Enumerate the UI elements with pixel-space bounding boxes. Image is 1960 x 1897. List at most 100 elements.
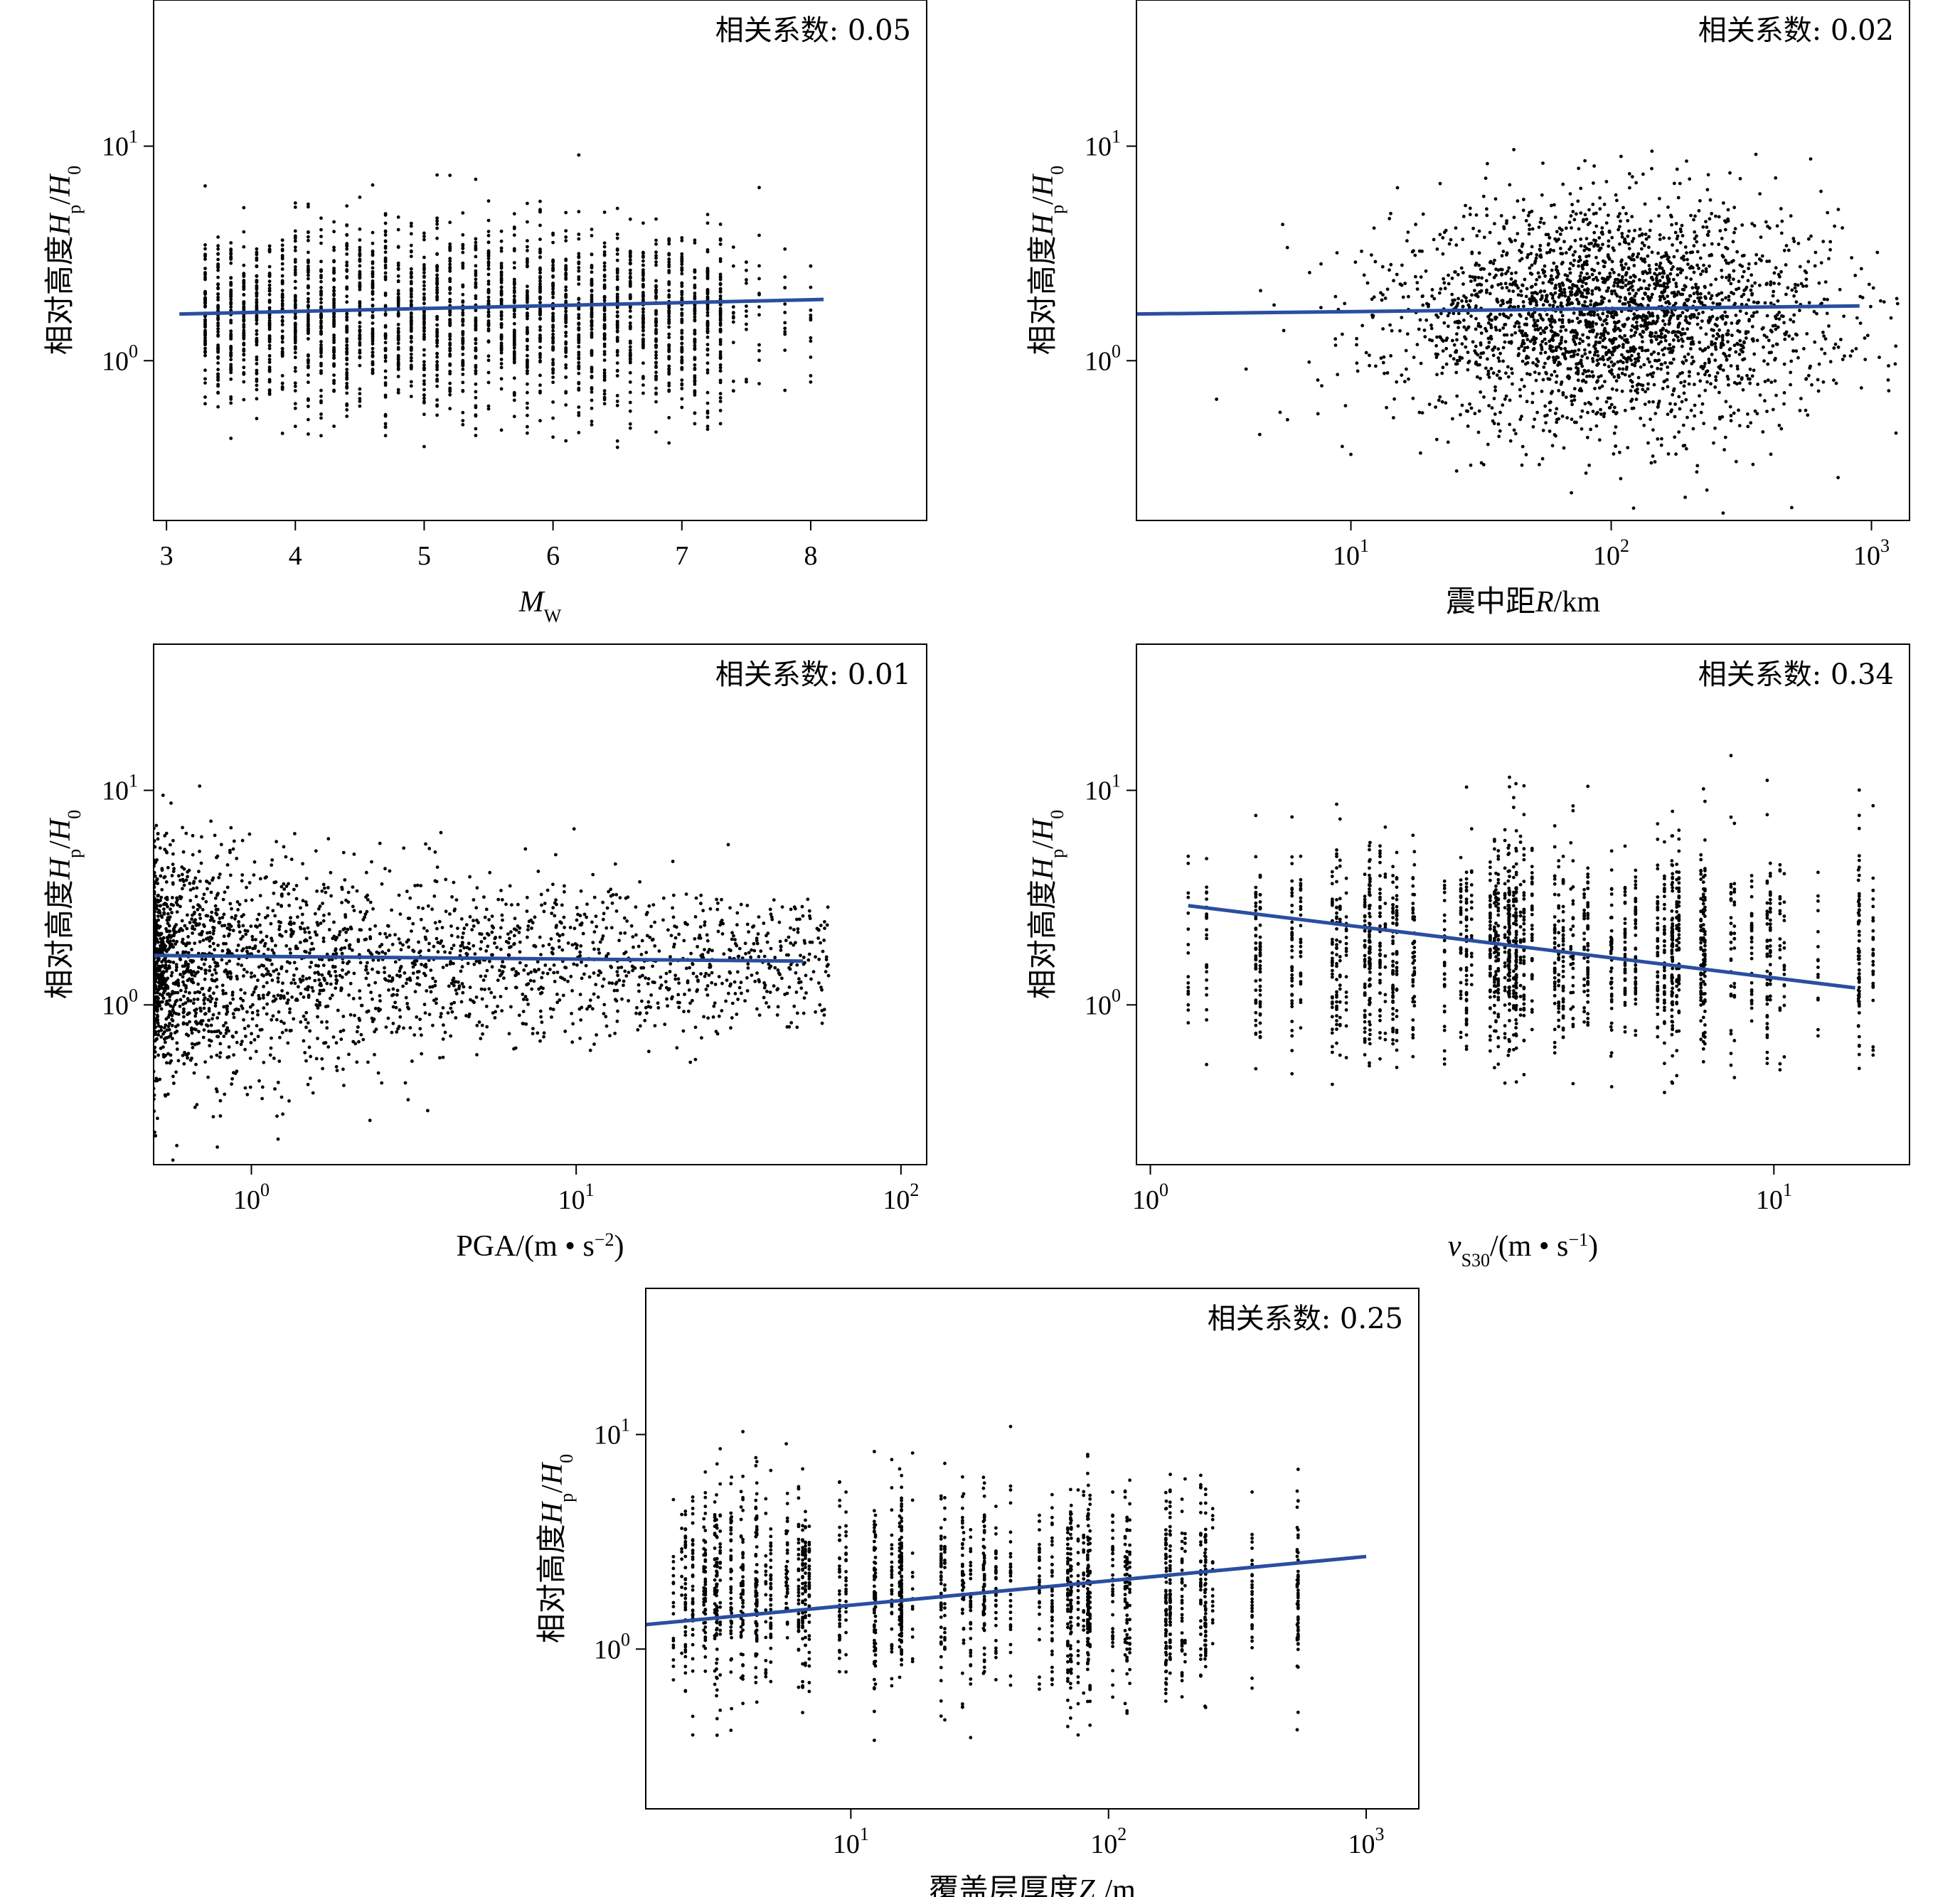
data-point [1581,304,1584,307]
data-point [654,344,658,348]
data-point [551,346,555,351]
data-point [641,337,645,341]
data-point [718,282,723,287]
data-point [1595,278,1599,282]
data-point [242,300,246,304]
data-point [293,402,297,406]
data-point [1701,366,1705,370]
data-point [1704,220,1708,224]
data-point [383,333,388,337]
data-point [705,427,710,432]
data-point [641,294,645,298]
data-point [1595,332,1599,336]
data-point [1698,394,1701,398]
data-point [1699,410,1703,415]
data-point [435,317,439,321]
data-point [1609,351,1613,354]
data-point [718,400,723,403]
data-point [1505,333,1509,337]
data-point [422,412,426,417]
data-point [1436,353,1440,356]
data-point [1715,332,1720,336]
data-point [1663,338,1668,343]
data-point [667,343,671,348]
data-point [1681,332,1685,336]
data-point [1799,397,1803,400]
data-point [345,408,349,412]
data-point [512,312,516,316]
data-point [1704,332,1708,336]
data-point [435,173,439,177]
data-point [1557,389,1561,392]
data-point [1676,338,1681,343]
data-point [1650,365,1653,368]
data-point [1740,274,1745,279]
data-point [1787,334,1791,338]
data-point [358,343,362,347]
data-point [1573,328,1577,333]
data-point [1486,442,1490,447]
data-point [1626,349,1629,353]
data-point [1587,275,1592,279]
data-point [1632,264,1636,267]
data-point [1709,382,1713,386]
data-point [1449,354,1452,358]
data-point [1617,273,1621,277]
data-point [1750,374,1754,378]
data-point [1598,207,1602,211]
data-point [1552,319,1557,323]
data-point [1390,328,1394,333]
data-point [474,269,478,273]
data-point [1486,315,1490,319]
data-point [1591,320,1595,324]
data-point [1746,412,1749,416]
data-point [1612,320,1617,324]
data-point [551,324,555,328]
data-point [1446,314,1450,318]
data-point [628,272,632,275]
data-point [1738,176,1742,181]
data-point [1468,274,1472,279]
data-point [526,401,529,405]
data-point [1535,253,1539,257]
data-point [1545,251,1549,255]
data-point [590,324,594,328]
data-point [1737,374,1741,378]
data-point [371,274,375,279]
data-point [203,257,207,261]
data-point [1661,327,1665,331]
data-point [1520,444,1525,449]
data-point [383,239,388,243]
data-point [1404,348,1408,353]
data-point [564,318,568,322]
data-point [1520,331,1524,335]
data-point [1742,292,1746,296]
data-point [1536,360,1540,363]
data-point [654,356,658,360]
data-point [396,390,400,395]
data-point [1425,301,1429,306]
data-point [1685,257,1689,262]
data-point [1589,313,1593,317]
data-point [1789,359,1794,363]
data-point [1673,402,1678,406]
data-point [1815,311,1818,316]
data-point [1708,264,1711,268]
data-point [1382,355,1386,359]
data-point [435,338,439,342]
data-point [229,281,233,284]
data-point [1769,328,1773,333]
data-point [216,268,220,272]
data-point [1526,213,1530,218]
data-point [1691,359,1695,363]
data-point [526,348,529,351]
data-point [499,273,504,277]
data-point [1601,311,1605,316]
data-point [551,375,555,379]
data-point [1617,215,1620,218]
data-point [1744,336,1748,340]
data-point [1603,380,1607,383]
data-point [280,267,284,271]
data-point [564,239,568,242]
data-point [396,245,400,250]
